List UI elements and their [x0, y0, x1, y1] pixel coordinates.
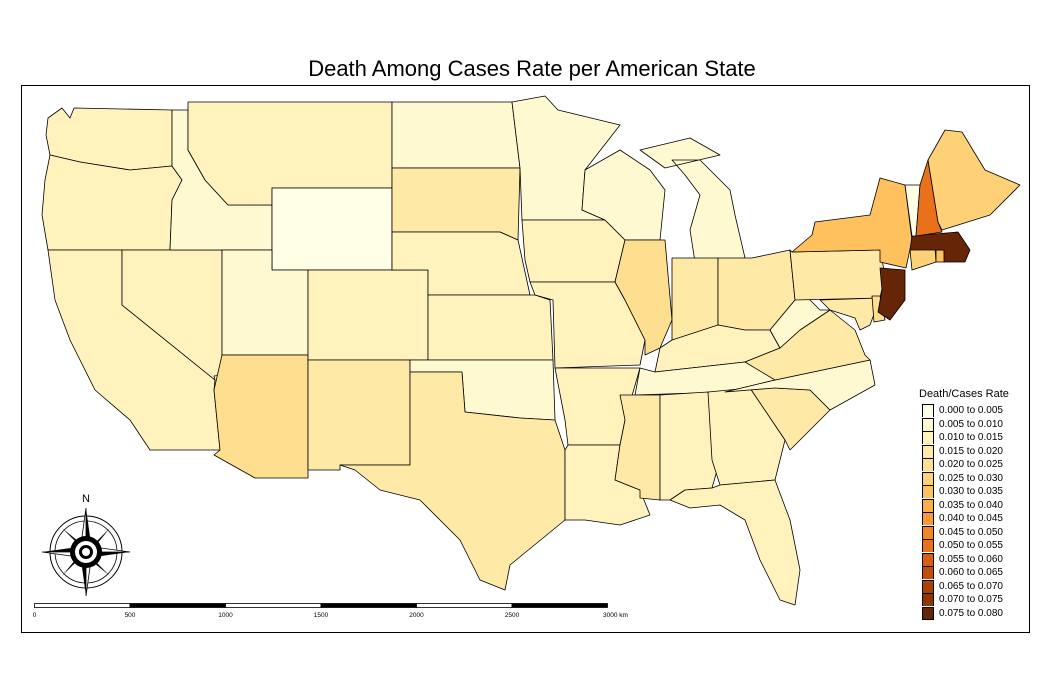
legend-label: 0.075 to 0.080: [939, 607, 1003, 619]
legend-swatch: [922, 417, 934, 431]
state-new-mexico: [307, 359, 411, 471]
legend-item: 0.060 to 0.065: [918, 566, 1028, 580]
legend-label: 0.005 to 0.010: [939, 418, 1003, 430]
legend-item: 0.025 to 0.030: [918, 471, 1028, 486]
legend-item: 0.050 to 0.055: [918, 539, 1028, 553]
legend-label: 0.015 to 0.020: [939, 445, 1003, 457]
state-connecticut: [909, 247, 937, 271]
scale-bar-segment: [416, 603, 513, 608]
scale-bar-segment: [129, 603, 226, 608]
legend-swatch: [922, 606, 934, 620]
legend-swatch: [922, 539, 934, 553]
legend-swatch: [922, 458, 934, 472]
legend-swatch: [922, 485, 934, 499]
legend-label: 0.025 to 0.030: [939, 472, 1003, 484]
scale-bar-segment: [320, 603, 417, 608]
legend-item: 0.005 to 0.010: [918, 417, 1028, 432]
legend-swatch: [922, 431, 934, 445]
us-map: [41, 95, 1021, 606]
state-pennsylvania: [789, 249, 886, 301]
map-frame: [21, 85, 1030, 633]
state-colorado: [307, 269, 429, 361]
legend-item: 0.045 to 0.050: [918, 525, 1028, 540]
legend-item: 0.015 to 0.020: [918, 444, 1028, 459]
state-illinois: [614, 239, 673, 356]
legend-item: 0.000 to 0.005: [918, 404, 1028, 418]
scale-label: 3000 km: [603, 612, 628, 619]
scale-label: 1000: [218, 612, 233, 619]
state-arizona: [213, 354, 309, 479]
state-new-hampshire: [915, 159, 943, 237]
legend-item: 0.010 to 0.015: [918, 431, 1028, 445]
state-new-jersey: [877, 267, 906, 321]
legend-label: 0.070 to 0.075: [939, 594, 1003, 606]
legend-label: 0.010 to 0.015: [939, 432, 1003, 444]
scale-label: 1500: [313, 612, 329, 619]
legend-swatch: [922, 471, 934, 485]
legend-item: 0.020 to 0.025: [918, 458, 1028, 472]
legend-item: 0.075 to 0.080: [918, 606, 1028, 621]
north-arrow-compass-icon: N: [41, 493, 131, 596]
scale-bar-segment: [511, 603, 608, 608]
state-wyoming: [271, 187, 393, 271]
state-south-dakota: [391, 167, 521, 241]
scale-bar-segment: [225, 603, 322, 608]
legend-label: 0.055 to 0.060: [939, 553, 1003, 565]
north-label: N: [82, 493, 90, 505]
state-maine: [927, 129, 1021, 231]
scale-label: 2500: [504, 612, 520, 619]
state-iowa: [521, 219, 626, 283]
legend-label: 0.060 to 0.065: [939, 567, 1003, 579]
legend-label: 0.050 to 0.055: [939, 540, 1003, 552]
legend-label: 0.065 to 0.070: [939, 580, 1003, 592]
legend-label: 0.000 to 0.005: [939, 405, 1003, 417]
legend-items: 0.000 to 0.005 0.005 to 0.010 0.010 to 0.0…: [918, 404, 1028, 620]
legend: Death/Cases Rate 0.000 to 0.005 0.005 to …: [918, 388, 1028, 620]
legend-item: 0.070 to 0.075: [918, 593, 1028, 607]
legend-item: 0.035 to 0.040: [918, 498, 1028, 513]
scale-bar: [34, 603, 608, 608]
legend-swatch: [922, 404, 934, 418]
legend-swatch: [922, 552, 934, 566]
legend-swatch: [922, 444, 934, 458]
state-north-dakota: [391, 101, 521, 169]
state-new-york: [791, 177, 913, 269]
legend-item: 0.055 to 0.060: [918, 552, 1028, 567]
state-florida: [669, 479, 801, 606]
legend-label: 0.035 to 0.040: [939, 499, 1003, 511]
legend-swatch: [922, 525, 934, 539]
legend-label: 0.045 to 0.050: [939, 526, 1003, 538]
legend-swatch: [922, 593, 934, 607]
legend-item: 0.030 to 0.035: [918, 485, 1028, 499]
legend-label: 0.040 to 0.045: [939, 513, 1003, 525]
map-title: Death Among Cases Rate per American Stat…: [308, 56, 756, 81]
state-kansas: [427, 294, 554, 361]
legend-swatch: [922, 566, 934, 580]
legend-item: 0.040 to 0.045: [918, 512, 1028, 526]
legend-title: Death/Cases Rate: [919, 388, 1009, 400]
scale-label: 2000: [409, 612, 424, 619]
scale-label: 500: [124, 612, 136, 619]
legend-swatch: [922, 498, 934, 512]
state-oregon: [41, 154, 183, 251]
state-massachusetts: [909, 231, 971, 263]
scale-bar-segment: [34, 603, 131, 608]
legend-label: 0.020 to 0.025: [939, 459, 1003, 471]
state-texas: [339, 371, 566, 591]
legend-swatch: [922, 579, 934, 593]
legend-swatch: [922, 512, 934, 526]
legend-label: 0.030 to 0.035: [939, 486, 1003, 498]
legend-item: 0.065 to 0.070: [918, 579, 1028, 594]
scale-label: 0: [32, 612, 37, 619]
